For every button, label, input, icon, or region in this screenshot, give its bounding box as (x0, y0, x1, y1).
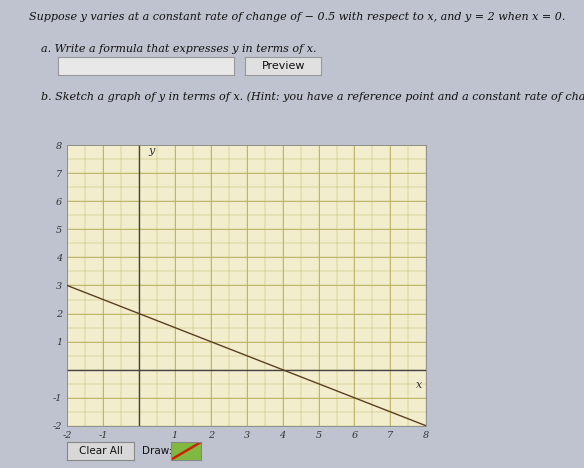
Text: Suppose y varies at a constant rate of change of − 0.5 with respect to x, and y : Suppose y varies at a constant rate of c… (29, 12, 565, 22)
Text: a. Write a formula that expresses y in terms of x.: a. Write a formula that expresses y in t… (41, 44, 317, 54)
Text: Draw:: Draw: (142, 446, 172, 456)
Text: y: y (148, 146, 154, 156)
Text: Clear All: Clear All (79, 446, 123, 456)
Text: x: x (416, 380, 422, 389)
Text: b. Sketch a graph of y in terms of x. (Hint: you have a reference point and a co: b. Sketch a graph of y in terms of x. (H… (41, 91, 584, 102)
Text: Preview: Preview (262, 61, 305, 71)
